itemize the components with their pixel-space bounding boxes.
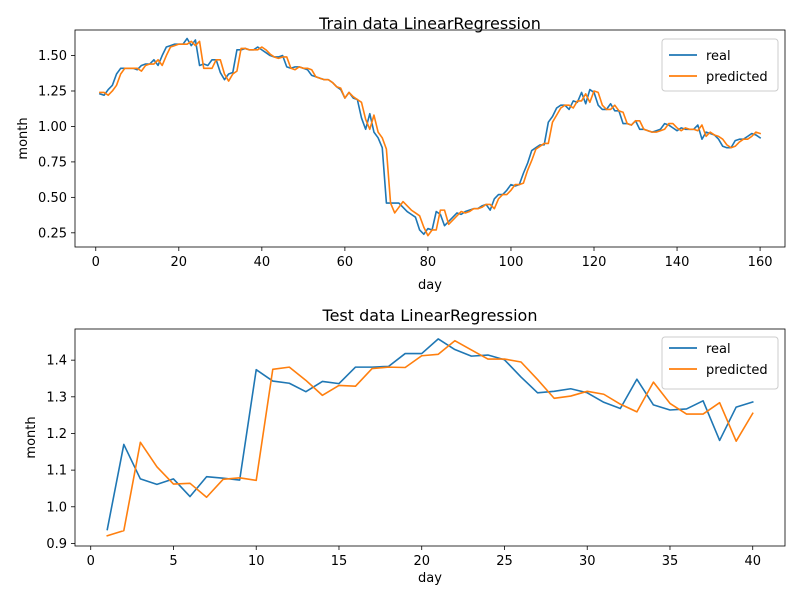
train-chart-x-axis-label: day (418, 278, 442, 293)
train-chart-y-tick-label: 1.25 (38, 84, 67, 99)
train-chart-y-ticks: 0.25 0.50 0.75 1.00 1.25 1.50 (38, 49, 75, 241)
test-chart-x-tick-label: 25 (496, 554, 513, 569)
train-chart-legend: real predicted (661, 38, 779, 92)
test-chart-x-ticks: 0 5 10 15 20 25 30 35 40 (87, 546, 761, 569)
train-chart-predicted-line (99, 40, 762, 237)
test-chart-x-tick-label: 40 (744, 554, 761, 569)
train-chart-legend-real-label: real (706, 49, 731, 64)
test-chart-x-tick-label: 10 (248, 554, 265, 569)
test-chart-predicted-line (106, 339, 754, 537)
test-chart: Test data LinearRegression 0 5 10 15 20 25 30 3… (24, 306, 786, 586)
train-chart-series (98, 37, 762, 237)
test-chart-axes-frame (74, 328, 786, 547)
train-chart-y-tick-label: 1.00 (38, 120, 67, 135)
test-chart-x-tick-label: 5 (169, 554, 177, 569)
train-chart-y-tick-label: 1.50 (38, 49, 67, 64)
train-chart-x-tick-label: 20 (171, 255, 188, 270)
train-chart-y-tick-label: 0.50 (38, 191, 67, 206)
test-chart-y-tick-label: 1.0 (46, 500, 67, 515)
train-chart: Train data LinearRegression 0 20 40 60 80 100… (16, 14, 786, 293)
test-chart-legend-predicted-label: predicted (706, 363, 768, 378)
test-chart-x-tick-label: 35 (662, 554, 679, 569)
test-chart-x-tick-label: 15 (331, 554, 348, 569)
test-chart-title: Test data LinearRegression (322, 306, 538, 325)
test-chart-y-tick-label: 1.1 (46, 464, 67, 479)
train-chart-y-tick-label: 0.25 (38, 226, 67, 241)
train-chart-x-tick-label: 120 (582, 255, 607, 270)
test-chart-legend-real-label: real (706, 342, 731, 357)
test-chart-x-tick-label: 30 (579, 554, 596, 569)
train-chart-x-tick-label: 0 (92, 255, 100, 270)
train-chart-x-tick-label: 80 (420, 255, 437, 270)
test-chart-x-tick-label: 20 (413, 554, 430, 569)
train-chart-legend-predicted-label: predicted (706, 70, 768, 85)
train-chart-real-line (98, 37, 762, 236)
test-chart-y-tick-label: 0.9 (46, 537, 67, 552)
test-chart-legend-box (661, 336, 779, 390)
train-chart-x-tick-label: 60 (337, 255, 354, 270)
test-chart-real-line (106, 338, 754, 531)
train-chart-x-tick-label: 40 (254, 255, 271, 270)
test-chart-x-tick-label: 0 (87, 554, 95, 569)
train-chart-x-tick-label: 140 (665, 255, 690, 270)
train-chart-y-tick-label: 0.75 (38, 155, 67, 170)
test-chart-y-tick-label: 1.3 (46, 390, 67, 405)
test-chart-legend: real predicted (661, 336, 779, 390)
test-chart-y-tick-label: 1.2 (46, 427, 67, 442)
train-chart-x-tick-label: 100 (499, 255, 524, 270)
test-chart-series (106, 338, 754, 537)
train-chart-y-axis-label: month (16, 117, 31, 159)
test-chart-x-axis-label: day (418, 571, 442, 586)
train-chart-legend-box (661, 38, 779, 92)
test-chart-y-axis-label: month (24, 416, 39, 458)
train-chart-x-ticks: 0 20 40 60 80 100 120 140 160 (92, 247, 773, 270)
train-chart-title: Train data LinearRegression (318, 14, 541, 33)
test-chart-y-ticks: 0.9 1.0 1.1 1.2 1.3 1.4 (46, 354, 75, 552)
train-chart-x-tick-label: 160 (748, 255, 773, 270)
test-chart-y-tick-label: 1.4 (46, 354, 67, 369)
train-chart-axes-frame (74, 29, 786, 248)
